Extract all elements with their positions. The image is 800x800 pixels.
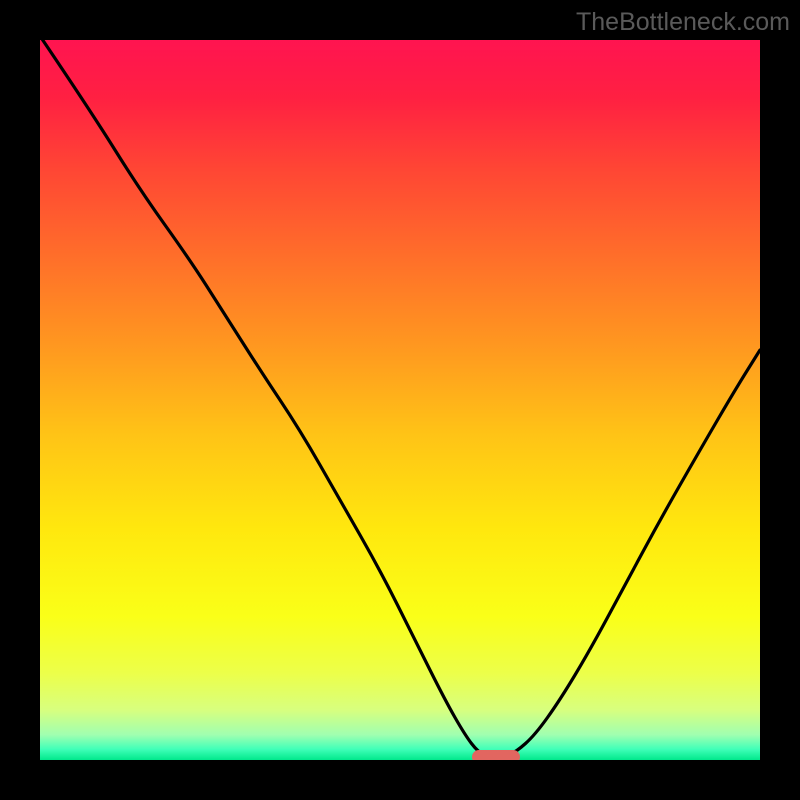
plot-border-right <box>760 0 800 800</box>
bottleneck-curve-layer <box>0 0 800 800</box>
plot-border-bottom <box>0 760 800 800</box>
chart-container: { "watermark": { "text": "TheBottleneck.… <box>0 0 800 800</box>
plot-border-left <box>0 0 40 800</box>
watermark-text: TheBottleneck.com <box>576 8 790 37</box>
bottleneck-curve <box>40 36 760 758</box>
